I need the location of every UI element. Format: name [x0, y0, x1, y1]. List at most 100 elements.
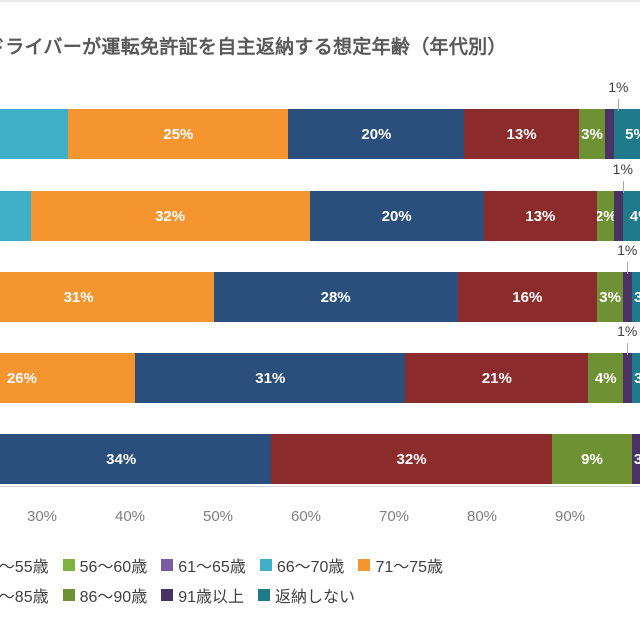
bar-segment-c91_up	[605, 109, 614, 159]
bar-segment-c66_70	[0, 109, 69, 159]
legend-swatch-icon	[62, 589, 75, 601]
chart-legend: 51〜55歳 56〜60歳 61〜65歳 66〜70歳 71〜75歳 81〜85歳 86〜9…	[0, 550, 640, 610]
legend-item-c56_60[interactable]: 56〜60歳	[62, 553, 148, 577]
legend-item-no_return[interactable]: 返納しない	[258, 583, 355, 607]
legend-row: 81〜85歳 86〜90歳 91歳以上 返納しない	[0, 580, 640, 610]
legend-label: 51〜55歳	[0, 559, 49, 576]
legend-label: 56〜60歳	[79, 559, 148, 576]
bar-segment-c86_90: 2%	[597, 191, 615, 241]
segment-value-label: 21%	[481, 369, 512, 387]
legend-label: 返納しない	[275, 589, 356, 606]
x-axis-tick-label: 30%	[26, 508, 58, 525]
bar-segment-c76_80: 34%	[0, 434, 271, 484]
legend-item-c91_up[interactable]: 91歳以上	[161, 583, 244, 607]
x-axis-tick-label: 80%	[466, 508, 498, 525]
x-axis-tick-label: 70%	[378, 508, 410, 525]
segment-value-label: 2%	[597, 208, 614, 225]
legend-label: 66〜70歳	[276, 559, 345, 576]
legend-swatch-icon	[259, 559, 272, 571]
bar-row: 26% 31% 21% 4% 3%	[0, 353, 640, 403]
segment-value-label: 3%	[634, 451, 640, 468]
segment-value-label: 4%	[629, 207, 640, 225]
callout-leader-line	[627, 343, 629, 355]
legend-label: 61〜65歳	[178, 559, 246, 576]
bar-segment-c76_80: 28%	[213, 272, 458, 322]
bar-segment-c91_up: 3%	[631, 434, 640, 484]
bar-segment-c71_75: 26%	[0, 353, 136, 403]
chart-title: ドライバーが運転免許証を自主返納する想定年齢（年代別）	[0, 37, 507, 58]
bar-segment-c76_80: 20%	[288, 109, 465, 159]
segment-value-label: 16%	[512, 288, 543, 306]
x-axis-tick-label: 50%	[202, 508, 234, 525]
legend-swatch-icon	[161, 589, 174, 601]
axis-baseline	[0, 486, 640, 487]
callout-label: 1%	[617, 323, 638, 339]
segment-value-label: 20%	[361, 125, 392, 143]
bar-segment-c81_85: 13%	[464, 109, 579, 159]
segment-value-label: 20%	[381, 207, 412, 225]
segment-value-label: 32%	[155, 207, 186, 225]
legend-swatch-icon	[358, 559, 371, 571]
bar-segment-no_return: 3%	[631, 353, 640, 403]
segment-value-label: 34%	[106, 450, 137, 468]
bar-segment-c81_85: 16%	[457, 272, 598, 322]
segment-value-label: 25%	[163, 125, 194, 143]
segment-value-label: 13%	[506, 125, 537, 143]
segment-value-label: 5%	[625, 125, 640, 143]
segment-value-label: 4%	[594, 369, 617, 387]
bar-segment-c71_75: 25%	[68, 109, 289, 159]
legend-label: 86〜90歳	[79, 589, 148, 606]
legend-label: 71〜75歳	[375, 559, 444, 576]
bar-segment-c91_up	[623, 353, 632, 403]
bar-row: 25% 20% 13% 3% 5%	[0, 109, 640, 159]
legend-item-c86_90[interactable]: 86〜90歳	[62, 583, 148, 607]
segment-value-label: 3%	[581, 125, 603, 143]
callout-leader-line	[627, 262, 629, 274]
legend-label: 91歳以上	[178, 589, 245, 606]
legend-item-c61_65[interactable]: 61〜65歳	[161, 553, 246, 577]
segment-value-label: 32%	[396, 450, 427, 468]
bar-segment-c76_80: 20%	[309, 191, 484, 241]
bar-segment-c81_85: 13%	[483, 191, 598, 241]
callout-label: 1%	[617, 242, 638, 258]
bar-segment-c86_90: 3%	[597, 272, 624, 322]
legend-item-c51_55[interactable]: 51〜55歳	[0, 553, 49, 577]
bar-row: 34% 32% 9% 3%	[0, 434, 640, 484]
x-axis-tick-label: 60%	[290, 508, 322, 525]
segment-value-label: 9%	[581, 450, 603, 468]
legend-swatch-icon	[258, 589, 271, 601]
bar-row: 31% 28% 16% 3% 3%	[0, 272, 640, 322]
bar-segment-c86_90: 9%	[552, 434, 632, 484]
bar-segment-c86_90: 4%	[588, 353, 624, 403]
segment-value-label: 28%	[320, 288, 351, 306]
bar-segment-c76_80: 31%	[135, 353, 406, 403]
segment-value-label: 31%	[63, 288, 94, 306]
bar-segment-c81_85: 32%	[270, 434, 553, 484]
bar-row: 32% 20% 13% 2% 4%	[0, 191, 640, 241]
legend-row: 51〜55歳 56〜60歳 61〜65歳 66〜70歳 71〜75歳	[0, 550, 640, 580]
segment-value-label: 3%	[634, 289, 640, 306]
callout-label: 1%	[612, 161, 633, 177]
x-axis-tick-label: 90%	[554, 508, 586, 525]
bar-segment-c66_70	[0, 191, 31, 241]
callout-label: 1%	[608, 79, 629, 95]
segment-value-label: 3%	[634, 370, 640, 387]
legend-item-c66_70[interactable]: 66〜70歳	[259, 553, 345, 577]
legend-swatch-icon	[161, 559, 174, 571]
bar-segment-no_return: 4%	[623, 191, 640, 241]
legend-item-c81_85[interactable]: 81〜85歳	[0, 583, 49, 607]
legend-swatch-icon	[62, 559, 75, 571]
bar-segment-c91_up	[614, 191, 624, 241]
bar-segment-c91_up	[623, 272, 632, 322]
legend-item-c71_75[interactable]: 71〜75歳	[358, 553, 443, 577]
bar-segment-no_return: 3%	[631, 272, 640, 322]
segment-value-label: 13%	[525, 207, 556, 225]
bar-segment-no_return: 5%	[613, 109, 640, 159]
bar-segment-c71_75: 31%	[0, 272, 214, 322]
segment-value-label: 31%	[255, 369, 286, 387]
callout-leader-line	[618, 99, 620, 111]
bar-segment-c86_90: 3%	[578, 109, 606, 159]
segment-value-label: 26%	[6, 369, 37, 387]
